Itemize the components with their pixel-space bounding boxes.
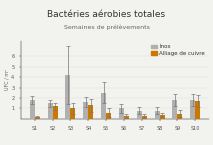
Bar xyxy=(65,75,71,119)
Bar xyxy=(101,93,106,119)
Text: Semaines de prélèvements: Semaines de prélèvements xyxy=(63,25,150,30)
Bar xyxy=(30,100,35,119)
Bar xyxy=(83,102,88,119)
Bar xyxy=(137,110,142,119)
Bar xyxy=(142,116,147,119)
Bar xyxy=(48,103,53,119)
Bar xyxy=(190,100,195,119)
Bar xyxy=(106,113,111,119)
Bar xyxy=(53,106,58,119)
Bar xyxy=(124,116,129,119)
Bar xyxy=(88,105,93,119)
Bar xyxy=(119,108,124,119)
Bar xyxy=(177,114,182,119)
Bar xyxy=(195,101,200,119)
Bar xyxy=(155,110,160,119)
Bar xyxy=(71,108,75,119)
Bar xyxy=(35,117,40,119)
Bar xyxy=(160,115,165,119)
Legend: Inox, Alliage de cuivre: Inox, Alliage de cuivre xyxy=(150,43,206,57)
Text: Bactéries aérobies totales: Bactéries aérobies totales xyxy=(47,10,166,19)
Y-axis label: UFC / m²: UFC / m² xyxy=(5,69,10,90)
Bar xyxy=(172,100,177,119)
